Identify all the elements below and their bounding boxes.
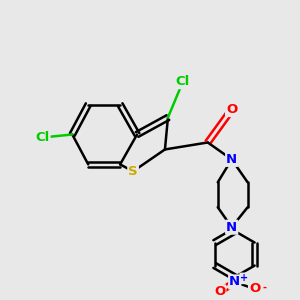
Text: Cl: Cl <box>35 131 50 144</box>
Text: O: O <box>226 103 237 116</box>
Text: N: N <box>229 275 240 289</box>
Text: -: - <box>262 282 266 292</box>
Text: O: O <box>214 285 225 298</box>
Text: Cl: Cl <box>176 75 190 88</box>
Text: +: + <box>240 273 248 284</box>
Text: S: S <box>128 165 138 178</box>
Text: N: N <box>226 153 237 166</box>
Text: O: O <box>249 282 260 296</box>
Text: N: N <box>226 221 237 234</box>
